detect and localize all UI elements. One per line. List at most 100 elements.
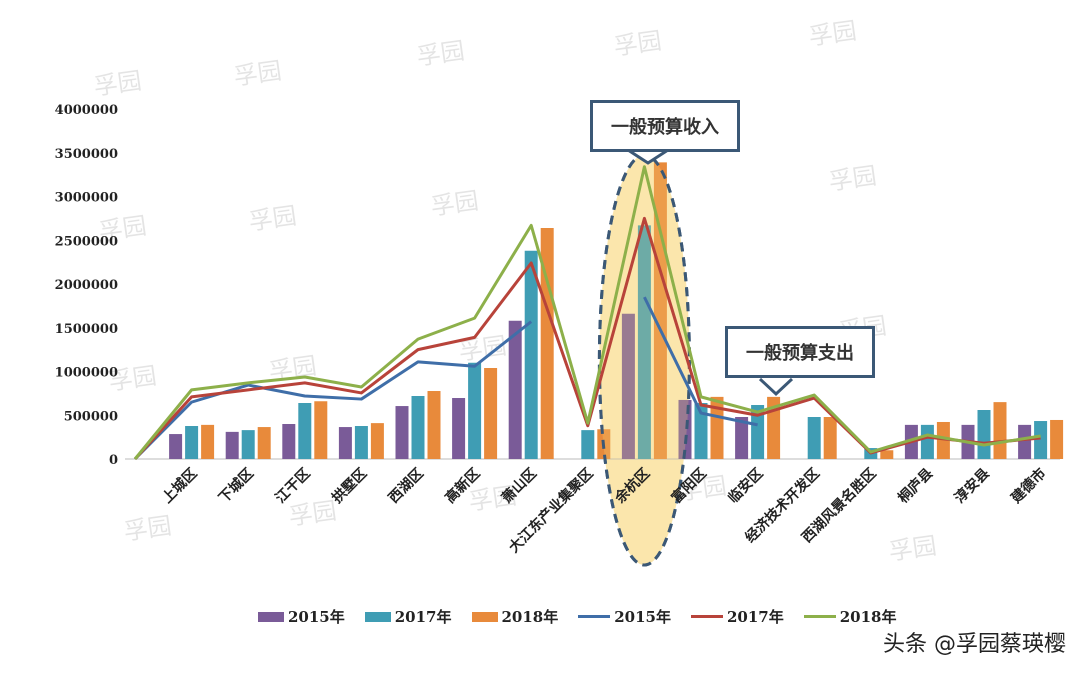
bar-2018年-余杭区 <box>653 162 667 459</box>
bar-2017年-江干区 <box>298 403 312 459</box>
bar-2018年-淳安县 <box>993 402 1007 459</box>
bar-2017年-富阳区 <box>694 403 708 459</box>
line-2015年 <box>643 296 758 427</box>
bar-2018年-拱墅区 <box>370 423 384 459</box>
legend-label: 2015年 <box>288 608 345 626</box>
bar-2017年-建德市 <box>1034 421 1048 459</box>
bar-2015年-富阳区 <box>678 399 692 459</box>
bar-2015年-下城区 <box>225 431 239 459</box>
watermark: 孚园 <box>122 512 173 546</box>
category-label: 桐庐县 <box>895 465 937 507</box>
expenditure-callout-pointer <box>758 377 794 397</box>
y-tick-label: 2000000 <box>55 278 118 293</box>
bar-2018年-上城区 <box>201 424 215 459</box>
legend-item: 2015年 <box>258 606 345 627</box>
legend-swatch <box>578 615 611 618</box>
legend-item: 2017年 <box>691 606 784 627</box>
category-label: 下城区 <box>215 465 257 507</box>
y-tick-label: 3500000 <box>55 147 118 162</box>
legend-swatch <box>258 611 284 622</box>
watermark: 孚园 <box>887 532 938 566</box>
expenditure-callout-text: 一般预算支出 <box>746 343 854 364</box>
category-label: 临安区 <box>725 465 767 507</box>
watermark: 孚园 <box>92 67 143 101</box>
legend-label: 2017年 <box>727 608 784 626</box>
legend-item: 2015年 <box>578 606 671 627</box>
watermark: 孚园 <box>247 202 298 236</box>
bar-2017年-淳安县 <box>977 410 991 459</box>
revenue-callout: 一般预算收入 <box>590 100 740 152</box>
y-tick-label: 1500000 <box>55 322 118 337</box>
bar-2017年-高新区 <box>468 362 482 459</box>
bar-2017年-拱墅区 <box>354 426 368 459</box>
bar-2015年-拱墅区 <box>338 427 352 459</box>
y-tick-label: 4000000 <box>55 103 118 118</box>
revenue-callout-text: 一般预算收入 <box>611 117 719 138</box>
bar-2018年-经济技术开发区 <box>823 417 837 459</box>
watermark: 孚园 <box>107 362 158 396</box>
watermark: 孚园 <box>415 37 466 71</box>
watermark: 孚园 <box>677 472 728 506</box>
bar-2017年-西湖区 <box>411 396 425 459</box>
line-2018年 <box>133 165 1041 460</box>
bar-2015年-江干区 <box>282 424 296 459</box>
legend-swatch <box>803 615 836 618</box>
expenditure-callout: 一般预算支出 <box>725 326 875 378</box>
bar-2018年-西湖风景名胜区 <box>880 450 894 459</box>
bar-2015年-建德市 <box>1018 424 1032 459</box>
legend-label: 2017年 <box>394 608 452 626</box>
legend-item: 2017年 <box>364 606 452 627</box>
legend-swatch <box>471 611 498 622</box>
bar-2017年-大江东产业集聚区 <box>581 430 595 459</box>
bar-2018年-高新区 <box>484 368 498 459</box>
y-tick-label: 1000000 <box>55 366 118 381</box>
bar-2015年-西湖区 <box>395 406 409 459</box>
legend-label: 2015年 <box>614 608 671 626</box>
watermark: 孚园 <box>807 17 858 51</box>
legend-item: 2018年 <box>803 606 897 627</box>
watermark: 孚园 <box>429 187 480 221</box>
watermark: 孚园 <box>467 482 518 516</box>
watermark: 孚园 <box>612 27 663 61</box>
bar-2017年-萧山区 <box>524 250 538 459</box>
y-tick-label: 0 <box>109 453 118 468</box>
revenue-callout-pointer <box>627 148 669 165</box>
bar-2018年-江干区 <box>314 401 328 459</box>
legend-label: 2018年 <box>501 608 559 626</box>
legend-swatch <box>691 615 723 618</box>
legend-swatch <box>364 611 391 622</box>
bar-2017年-经济技术开发区 <box>807 417 821 459</box>
signature: 头条 @孚园蔡瑛樱 <box>883 632 1066 657</box>
category-label: 上城区 <box>159 465 201 507</box>
bar-2018年-下城区 <box>257 427 271 459</box>
watermark: 孚园 <box>827 162 878 196</box>
legend-item: 2018年 <box>471 606 559 627</box>
bar-2018年-桐庐县 <box>936 421 950 459</box>
bar-2015年-临安区 <box>735 417 749 459</box>
y-tick-label: 500000 <box>64 409 118 424</box>
watermark: 孚园 <box>287 497 338 531</box>
legend: 2015年 2017年 2018年 2015年 2017年 2018年 <box>258 606 897 627</box>
category-label: 西湖区 <box>386 466 427 507</box>
category-label: 建德市 <box>1008 465 1050 507</box>
bar-2017年-临安区 <box>751 405 765 459</box>
category-label: 淳安县 <box>951 465 993 507</box>
category-label: 拱墅区 <box>329 465 371 507</box>
y-tick-label: 2500000 <box>55 234 118 249</box>
bar-2018年-富阳区 <box>710 396 724 459</box>
watermark: 孚园 <box>97 212 148 246</box>
bar-2017年-上城区 <box>185 426 199 459</box>
legend-label: 2018年 <box>839 608 897 626</box>
bar-2017年-桐庐县 <box>920 424 934 459</box>
y-tick-label: 3000000 <box>55 191 118 206</box>
line-2015年 <box>133 320 533 461</box>
bar-2015年-高新区 <box>452 398 466 459</box>
bar-2017年-下城区 <box>241 430 255 459</box>
bar-2018年-建德市 <box>1050 419 1064 459</box>
bar-2018年-萧山区 <box>540 228 554 459</box>
bar-2015年-萧山区 <box>508 320 522 459</box>
bar-2018年-西湖区 <box>427 391 441 459</box>
bar-2015年-上城区 <box>169 434 183 459</box>
bar-2017年-余杭区 <box>637 225 651 459</box>
